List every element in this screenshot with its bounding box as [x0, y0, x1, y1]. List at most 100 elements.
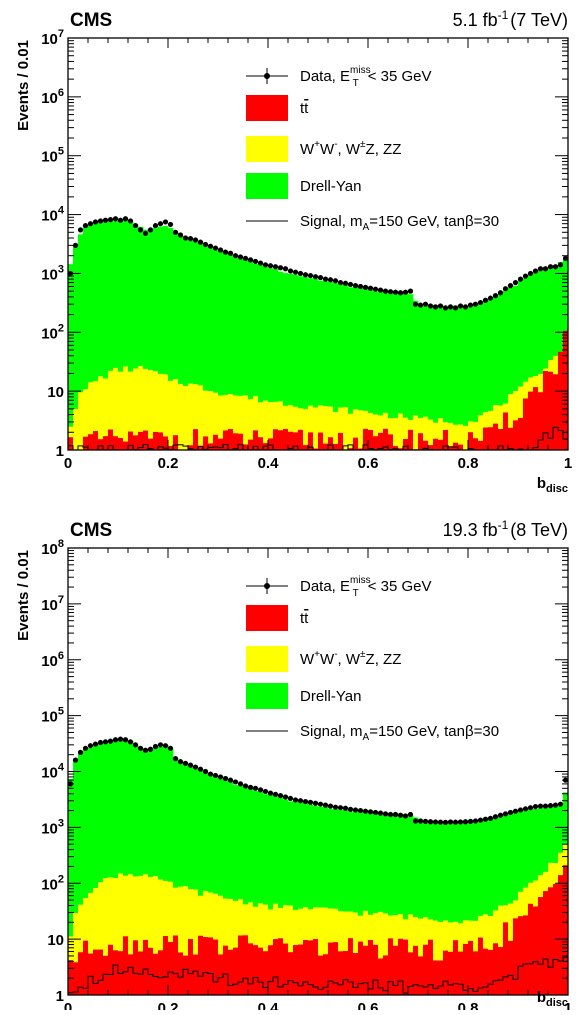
ttbar-bar — [403, 939, 409, 995]
x-tick-text: 1 — [564, 455, 572, 472]
data-point — [82, 745, 89, 751]
ttbar-bar — [203, 937, 209, 995]
ttbar-bar — [518, 417, 524, 450]
drell-yan-bar — [458, 822, 464, 995]
diboson-bar — [143, 874, 149, 995]
chart-panel-7tev: 0 0.2 0.4 0.6 0.8 1110102103104105106107Event… — [15, 8, 572, 495]
diboson-bar — [428, 419, 434, 450]
data-point — [127, 739, 134, 745]
data-point — [212, 245, 219, 251]
y-axis-ticks — [68, 40, 568, 451]
y-axis-ticks — [68, 550, 568, 996]
x-tick-label: 1 — [564, 1000, 572, 1010]
data-point — [352, 807, 359, 813]
drell-yan-bar — [358, 810, 364, 995]
data-point — [327, 803, 334, 809]
drell-yan-bar — [333, 283, 339, 450]
diboson-bar — [88, 892, 94, 995]
data-point — [547, 803, 554, 809]
drell-yan-bar — [483, 299, 489, 450]
ttbar-bar — [508, 427, 514, 450]
x-tick-text: 0.8 — [458, 1000, 479, 1010]
diboson-bar — [263, 400, 269, 450]
lumi-exponent: -1 — [498, 518, 509, 532]
drell-yan-bar — [373, 291, 379, 450]
diboson-bar — [213, 392, 219, 450]
ttbar-bar — [233, 947, 239, 995]
diboson-bar — [268, 402, 274, 450]
diboson-bar — [298, 408, 304, 450]
data-point — [122, 216, 129, 222]
y-tick-label: 108 — [41, 538, 64, 558]
luminosity-label: 19.3 fb-1 (8 TeV) — [443, 518, 568, 540]
data-point — [137, 745, 144, 751]
legend-data-label: Data, Emiss T < 35 GeV — [300, 65, 432, 89]
ttbar-bar — [548, 887, 554, 995]
y-tick-label: 106 — [41, 650, 64, 670]
ttbar-bar — [98, 949, 104, 995]
diboson-bar — [168, 380, 174, 450]
diboson-bar — [448, 422, 454, 450]
ttbar-bar — [88, 434, 94, 450]
ttbar-bar — [238, 433, 244, 450]
y-tick-label: 103 — [41, 263, 64, 283]
ttbar-bar — [303, 939, 309, 995]
legend-data-post: < 35 GeV — [368, 68, 432, 85]
ttbar-bar — [78, 952, 84, 995]
data-point — [432, 819, 439, 825]
y-tick-base: 10 — [41, 876, 58, 893]
x-tick-text: 0.2 — [158, 1000, 179, 1010]
diboson-bar — [288, 905, 294, 995]
drell-yan-bar — [378, 289, 384, 450]
drell-yan-bar — [228, 780, 234, 995]
data-point — [407, 288, 414, 294]
diboson-bar — [73, 409, 79, 450]
y-tick-base: 10 — [41, 31, 58, 48]
data-point — [457, 819, 464, 825]
x-tick-text: 0 — [64, 1000, 72, 1010]
drell-yan-bar — [298, 276, 304, 450]
ttbar-bar — [348, 448, 354, 450]
data-point — [437, 819, 444, 825]
text-part: Z, ZZ — [366, 651, 402, 668]
drell-yan-bar — [163, 744, 169, 995]
data-point — [297, 798, 304, 804]
diboson-bar — [183, 385, 189, 450]
data-point — [322, 802, 329, 808]
data-point — [182, 235, 189, 241]
ttbar-bar — [523, 915, 529, 995]
drell-yan-bar — [543, 267, 549, 450]
data-point — [127, 218, 134, 224]
drell-yan-bar — [188, 239, 194, 450]
drell-yan-bar — [383, 290, 389, 450]
data-point — [352, 283, 359, 289]
diboson-bar — [238, 395, 244, 450]
y-tick-base: 10 — [41, 653, 58, 670]
ttbar-bar — [558, 875, 564, 995]
drell-yan-bar — [358, 287, 364, 450]
data-point — [102, 739, 109, 745]
drell-yan-bar — [273, 268, 279, 450]
ttbar-bar — [163, 436, 169, 450]
drell-yan-bar — [198, 241, 204, 450]
ttbar-bar — [68, 960, 74, 995]
data-point — [557, 262, 564, 268]
diboson-bar — [118, 873, 124, 995]
data-point — [517, 276, 524, 282]
ttbar-bar — [413, 945, 419, 995]
data-point — [322, 276, 329, 282]
ttbar-bar — [478, 440, 484, 450]
ttbar-bar — [373, 436, 379, 450]
data-point — [497, 290, 504, 296]
ttbar-bar — [283, 943, 289, 995]
data-point — [377, 287, 384, 293]
data-point — [87, 743, 94, 749]
drell-yan-bar — [268, 794, 274, 995]
data-point — [107, 217, 114, 223]
drell-yan-bar — [503, 290, 509, 450]
x-tick-text: 0.2 — [158, 455, 179, 472]
drell-yan-bar — [218, 778, 224, 995]
y-tick-base: 10 — [41, 208, 58, 225]
drell-yan-bar — [498, 815, 504, 995]
diboson-bar — [133, 876, 139, 995]
